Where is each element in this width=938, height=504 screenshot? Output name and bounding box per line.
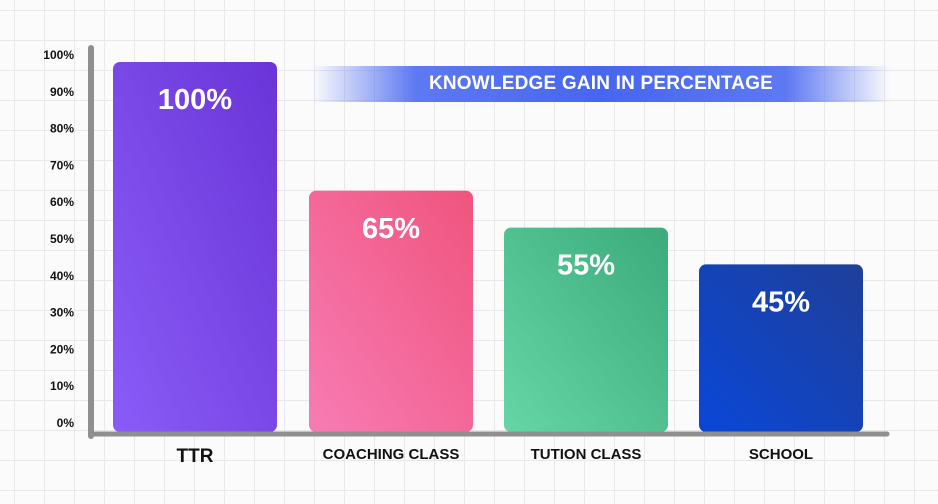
bar-value-label: 45% [752,286,810,318]
y-tick-label: 100% [43,48,74,62]
y-tick-label: 30% [50,306,74,320]
bars: 100% 65% 55% 45% [113,62,863,432]
x-category-label: SCHOOL [749,446,813,463]
bar-ttr [113,62,277,432]
bar-value-label: 65% [362,213,420,245]
y-tick-label: 80% [50,122,74,136]
chart-title-banner: KNOWLEDGE GAIN IN PERCENTAGE [312,66,890,102]
x-axis-labels: TTR COACHING CLASS TUTION CLASS SCHOOL [177,446,814,467]
bar-value-label: 55% [557,250,615,282]
y-tick-label: 70% [50,158,74,172]
y-tick-label: 40% [50,269,74,283]
bar-tution-class [504,227,668,432]
x-category-label: COACHING CLASS [323,446,460,463]
y-tick-label: 20% [50,342,74,356]
chart-title: KNOWLEDGE GAIN IN PERCENTAGE [428,73,774,94]
bar-value-label: 100% [158,84,232,116]
x-category-label: TTR [177,446,214,467]
bar-coaching-class [309,190,473,432]
y-tick-label: 60% [50,195,74,209]
bar-school [699,264,863,432]
y-tick-label: 10% [50,379,74,393]
axes [88,45,890,439]
title-banner-background [312,66,890,102]
y-tick-label: 0% [57,416,75,430]
y-axis-ticks: 0% 10% 20% 30% 40% 50% 60% 70% 80% 90% 100% [43,48,74,430]
x-category-label: TUTION CLASS [531,446,642,463]
y-tick-label: 90% [50,85,74,99]
y-tick-label: 50% [50,232,74,246]
